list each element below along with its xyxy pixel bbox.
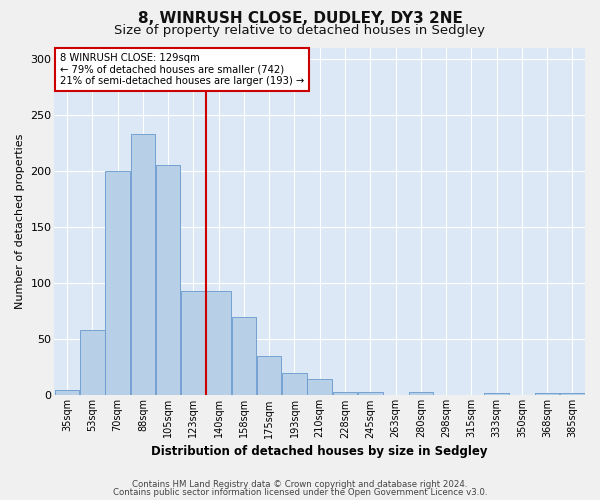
Bar [535,393,559,396]
Bar [80,330,104,396]
Bar [358,392,383,396]
Bar [156,166,181,396]
Bar [409,392,433,396]
Text: 8, WINRUSH CLOSE, DUDLEY, DY3 2NE: 8, WINRUSH CLOSE, DUDLEY, DY3 2NE [137,11,463,26]
Text: Contains HM Land Registry data © Crown copyright and database right 2024.: Contains HM Land Registry data © Crown c… [132,480,468,489]
Bar [333,392,357,396]
Bar [560,393,584,396]
Bar [484,393,509,396]
Text: 8 WINRUSH CLOSE: 129sqm
← 79% of detached houses are smaller (742)
21% of semi-d: 8 WINRUSH CLOSE: 129sqm ← 79% of detache… [60,52,304,86]
Bar [307,378,332,396]
Y-axis label: Number of detached properties: Number of detached properties [15,134,25,309]
X-axis label: Distribution of detached houses by size in Sedgley: Distribution of detached houses by size … [151,444,488,458]
Bar [282,373,307,396]
Bar [257,356,281,396]
Bar [232,317,256,396]
Bar [106,171,130,396]
Text: Size of property relative to detached houses in Sedgley: Size of property relative to detached ho… [115,24,485,37]
Text: Contains public sector information licensed under the Open Government Licence v3: Contains public sector information licen… [113,488,487,497]
Bar [55,390,79,396]
Bar [181,291,206,396]
Bar [131,134,155,396]
Bar [206,291,231,396]
